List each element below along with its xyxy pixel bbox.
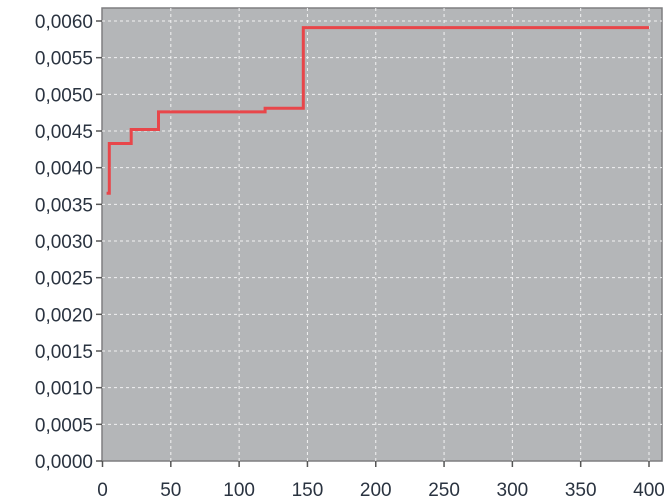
x-tick-label: 50 bbox=[160, 480, 181, 501]
x-tick-label: 300 bbox=[497, 480, 529, 501]
x-tick-label: 150 bbox=[292, 480, 324, 501]
y-tick-label: 0,0040 bbox=[35, 159, 93, 180]
y-tick-label: 0,0030 bbox=[35, 232, 93, 253]
y-tick-label: 0,0050 bbox=[35, 85, 93, 106]
y-tick-label: 0,0010 bbox=[35, 379, 93, 400]
series-line-0 bbox=[106, 26, 649, 195]
plot-area bbox=[101, 7, 663, 462]
y-axis-ticks: 0,0000 0,0005 0,0010 0,0015 0,0020 0,0025 0,00… bbox=[35, 12, 102, 473]
series-group bbox=[106, 26, 649, 195]
y-tick-label: 0,0020 bbox=[35, 305, 93, 326]
x-tick-label: 0 bbox=[97, 480, 108, 501]
x-tick-label: 250 bbox=[428, 480, 460, 501]
y-tick-label: 0,0035 bbox=[35, 195, 93, 216]
y-tick-label: 0,0055 bbox=[35, 49, 93, 70]
x-tick-label: 350 bbox=[565, 480, 597, 501]
y-tick-label: 0,0000 bbox=[35, 452, 93, 473]
y-tick-label: 0,0015 bbox=[35, 342, 93, 363]
y-tick-label: 0,0060 bbox=[35, 12, 93, 33]
x-tick-label: 200 bbox=[360, 480, 392, 501]
y-tick-label: 0,0045 bbox=[35, 122, 93, 143]
x-axis-ticks: 0 50 100 150 200 250 300 350 400 bbox=[97, 461, 665, 501]
y-tick-label: 0,0025 bbox=[35, 269, 93, 290]
x-tick-label: 100 bbox=[223, 480, 255, 501]
x-tick-label: 400 bbox=[633, 480, 665, 501]
y-tick-label: 0,0005 bbox=[35, 415, 93, 436]
